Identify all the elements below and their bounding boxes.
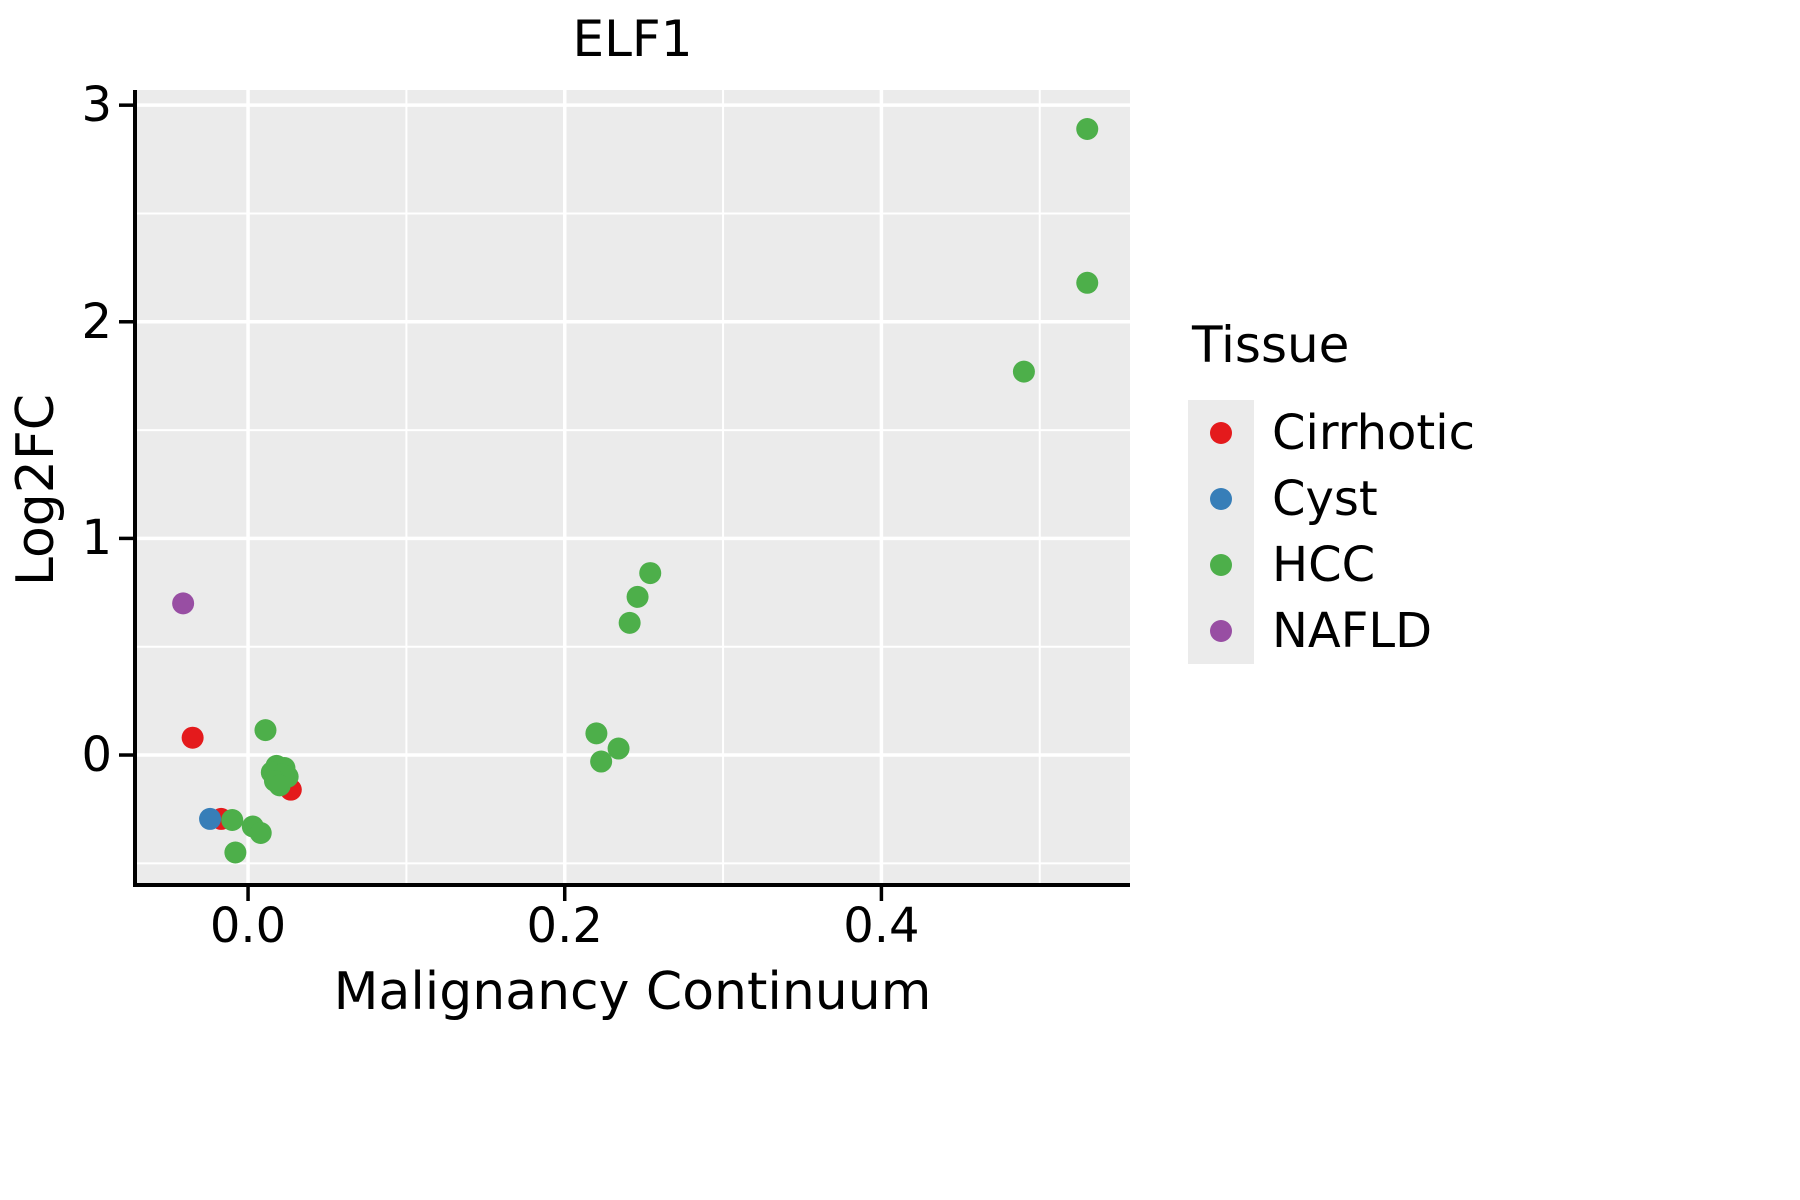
legend-key (1188, 532, 1254, 598)
legend-key (1188, 466, 1254, 532)
data-point-hcc (1076, 117, 1099, 140)
legend-title: Tissue (1192, 316, 1350, 374)
data-point-nafld (172, 592, 195, 615)
data-point-hcc (639, 562, 662, 585)
x-tick-label: 0.4 (843, 898, 920, 954)
legend-item-cyst: Cyst (1188, 466, 1475, 532)
legend-label: Cyst (1272, 471, 1378, 527)
data-point-hcc (224, 841, 247, 864)
x-tick-label: 0.0 (209, 898, 287, 954)
data-point-hcc (585, 722, 608, 745)
legend-item-cirrhotic: Cirrhotic (1188, 400, 1475, 466)
legend-label: NAFLD (1272, 603, 1433, 659)
data-point-hcc (1076, 271, 1099, 294)
data-point-hcc (254, 719, 277, 742)
legend-items: Cirrhotic Cyst HCC NAFLD (1188, 400, 1475, 664)
data-point-hcc (268, 774, 291, 797)
x-tick-label: 0.2 (526, 898, 603, 954)
y-tick-label: 2 (81, 293, 112, 350)
data-point-cyst (199, 807, 222, 830)
data-point-hcc (590, 750, 613, 773)
legend-label: HCC (1272, 537, 1376, 593)
data-point-hcc (249, 822, 272, 845)
legend-swatch-hcc (1210, 554, 1232, 576)
legend-item-nafld: NAFLD (1188, 598, 1475, 664)
data-point-hcc (1012, 360, 1035, 383)
y-tick-label: 0 (81, 727, 112, 784)
y-axis-label: Log2FC (6, 393, 66, 587)
data-point-cirrhotic (181, 726, 204, 749)
legend: Tissue Cirrhotic Cyst HCC NAFLD (1188, 316, 1475, 664)
y-tick-label: 1 (81, 510, 112, 567)
chart-title: ELF1 (572, 10, 693, 68)
legend-label: Cirrhotic (1272, 405, 1475, 461)
legend-key (1188, 598, 1254, 664)
x-axis-label: Malignancy Continuum (333, 962, 932, 1022)
legend-key (1188, 400, 1254, 466)
legend-swatch-cyst (1210, 488, 1232, 510)
legend-swatch-cirrhotic (1210, 422, 1232, 444)
y-tick-label: 3 (81, 77, 112, 134)
data-point-hcc (618, 611, 641, 634)
data-point-hcc (626, 585, 649, 608)
legend-item-hcc: HCC (1188, 532, 1475, 598)
data-point-hcc (607, 737, 630, 760)
legend-swatch-nafld (1210, 620, 1232, 642)
plot-panel (135, 90, 1130, 885)
data-point-hcc (221, 809, 244, 832)
